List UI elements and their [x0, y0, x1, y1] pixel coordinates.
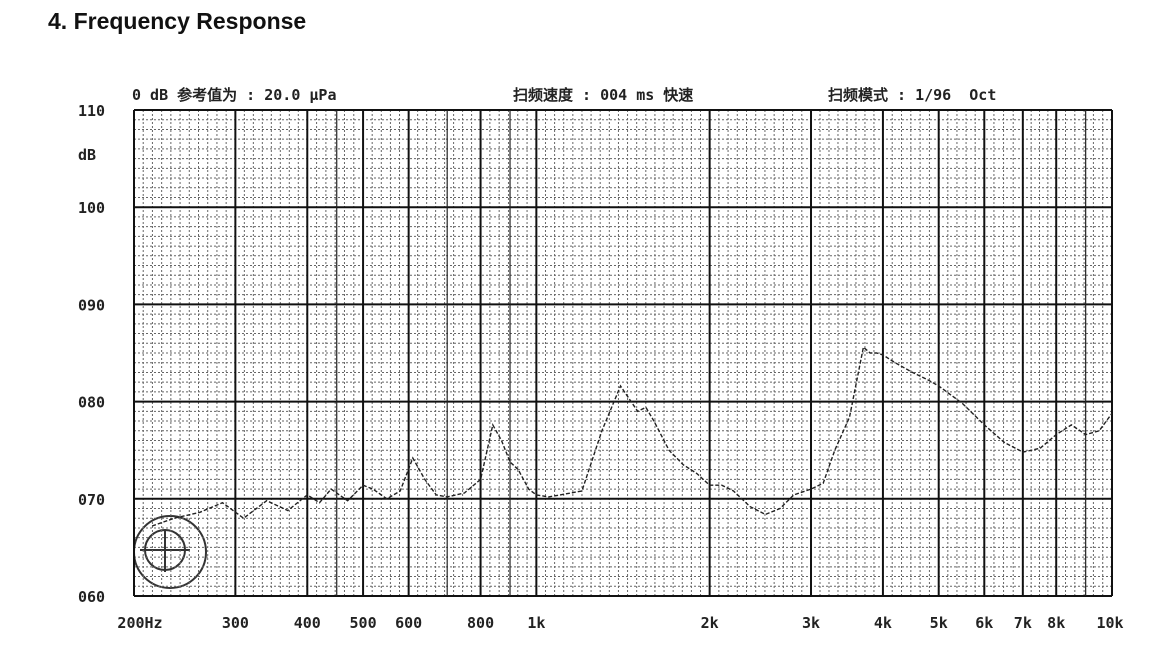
x-tick-label: 2k [701, 614, 719, 632]
y-tick-label: 110 [78, 102, 105, 120]
y-tick-label: 080 [78, 394, 105, 412]
grid-minor [134, 110, 1112, 596]
info-sweep-mode: 扫频模式 : 1/96 Oct [828, 86, 996, 104]
y-tick-label: 070 [78, 491, 105, 509]
x-tick-label: 10k [1096, 614, 1123, 632]
x-tick-label: 1k [527, 614, 545, 632]
x-tick-label: 5k [930, 614, 948, 632]
y-tick-label: 090 [78, 296, 105, 314]
x-tick-label: 300 [222, 614, 249, 632]
x-tick-label: 3k [802, 614, 820, 632]
x-tick-label: 4k [874, 614, 892, 632]
y-tick-label: 100 [78, 199, 105, 217]
logo-watermark [133, 515, 207, 589]
info-sweep-speed: 扫频速度 : 004 ms 快速 [513, 86, 693, 104]
series-group [151, 345, 1113, 527]
x-tick-label: 800 [467, 614, 494, 632]
x-tick-label: 6k [975, 614, 993, 632]
x-tick-label: 7k [1014, 614, 1032, 632]
info-reference: 0 dB 参考值为 : 20.0 μPa [132, 86, 337, 104]
x-tick-label: 400 [294, 614, 321, 632]
y-tick-label: 060 [78, 588, 105, 606]
x-tick-label: 600 [395, 614, 422, 632]
y-axis-labels: 110 100 090 080 070 060 [78, 102, 105, 606]
y-unit-label: dB [78, 146, 96, 164]
x-axis-labels: 200Hz 300 400 500 600 800 1k 2k 3k 4k 5k 6k 7k 8k 10k [117, 614, 1123, 632]
section-heading: 4. Frequency Response [48, 8, 307, 34]
x-tick-label: 200Hz [117, 614, 162, 632]
x-tick-label: 500 [350, 614, 377, 632]
series-line [151, 345, 1113, 527]
x-tick-label: 8k [1047, 614, 1065, 632]
grid-major [133, 109, 1113, 597]
